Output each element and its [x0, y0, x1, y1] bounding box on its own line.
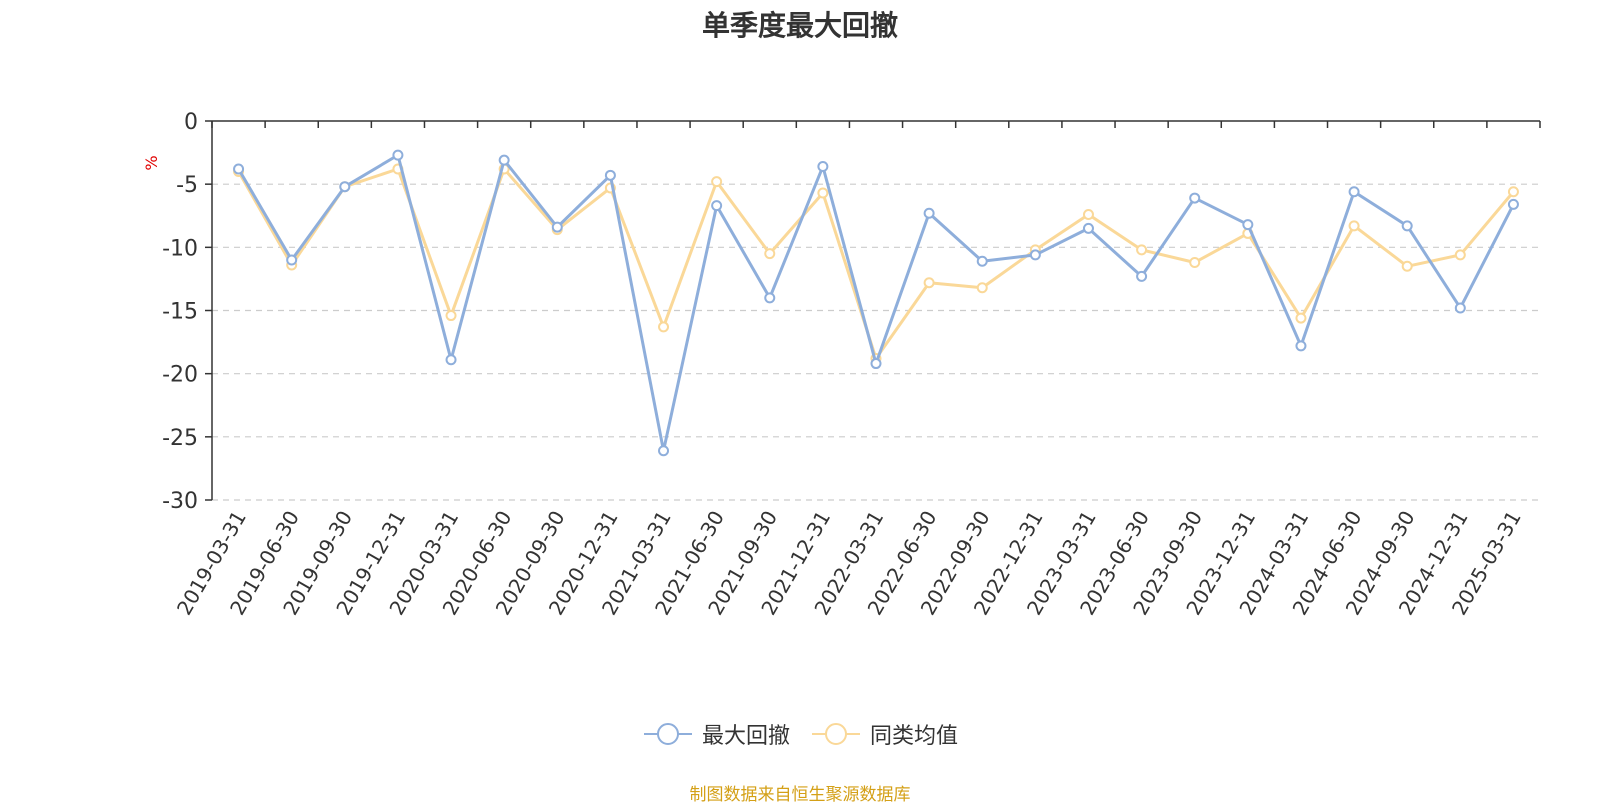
- data-point-0: [1136, 270, 1148, 282]
- legend-item-0[interactable]: 最大回撤: [642, 718, 790, 750]
- legend-item-1[interactable]: 同类均值: [810, 718, 958, 750]
- data-point-0: [658, 445, 670, 457]
- data-point-1: [1082, 208, 1094, 220]
- data-point-0: [1082, 222, 1094, 234]
- data-point-0: [286, 254, 298, 266]
- y-tick-label: -20: [162, 363, 198, 388]
- series-line-0: [237, 153, 1515, 453]
- data-point-1: [1507, 186, 1519, 198]
- data-point-0: [711, 200, 723, 212]
- legend-label-1: 同类均值: [870, 724, 959, 749]
- data-point-0: [392, 149, 404, 161]
- data-point-1: [764, 248, 776, 260]
- data-point-0: [1507, 198, 1519, 210]
- data-point-1: [1401, 260, 1413, 272]
- legend-label-0: 最大回撤: [701, 724, 790, 749]
- data-point-0: [1454, 302, 1466, 314]
- y-tick-label: -30: [162, 489, 198, 514]
- data-point-0: [1029, 249, 1041, 261]
- data-point-0: [923, 207, 935, 219]
- data-point-0: [498, 154, 510, 166]
- y-tick-label: -15: [162, 300, 198, 325]
- legend-marker-0: [643, 723, 692, 745]
- data-point-1: [923, 277, 935, 289]
- data-point-0: [445, 354, 457, 366]
- y-tick-label: -25: [162, 426, 198, 451]
- data-point-1: [1189, 256, 1201, 268]
- data-point-0: [976, 255, 988, 267]
- data-point-0: [551, 221, 563, 233]
- data-point-1: [1295, 312, 1307, 324]
- y-tick-label: -10: [162, 236, 198, 261]
- y-tick-label: -5: [176, 173, 198, 198]
- series-line-1: [237, 167, 1515, 361]
- data-point-1: [976, 282, 988, 294]
- data-point-0: [1348, 186, 1360, 198]
- data-point-1: [1348, 220, 1360, 232]
- chart-title: 单季度最大回撤: [701, 9, 898, 42]
- data-point-1: [658, 321, 670, 333]
- legend: 最大回撤 同类均值: [0, 718, 1600, 750]
- data-point-0: [1401, 220, 1413, 232]
- data-point-0: [604, 169, 616, 181]
- data-point-0: [1242, 219, 1254, 231]
- data-point-1: [1136, 244, 1148, 256]
- legend-marker-1: [812, 723, 860, 745]
- y-tick-label: 0: [184, 110, 198, 135]
- data-point-1: [817, 187, 829, 199]
- data-point-0: [1189, 192, 1201, 204]
- data-point-1: [1454, 249, 1466, 261]
- data-point-1: [445, 310, 457, 322]
- data-point-0: [817, 160, 829, 172]
- data-point-0: [870, 358, 882, 370]
- data-point-1: [711, 176, 723, 188]
- data-point-0: [1295, 340, 1307, 352]
- data-point-0: [764, 292, 776, 304]
- data-point-0: [339, 181, 351, 193]
- source-note: 制图数据来自恒生聚源数据库: [689, 785, 911, 805]
- y-axis-label: %: [142, 155, 161, 170]
- data-point-0: [233, 163, 245, 175]
